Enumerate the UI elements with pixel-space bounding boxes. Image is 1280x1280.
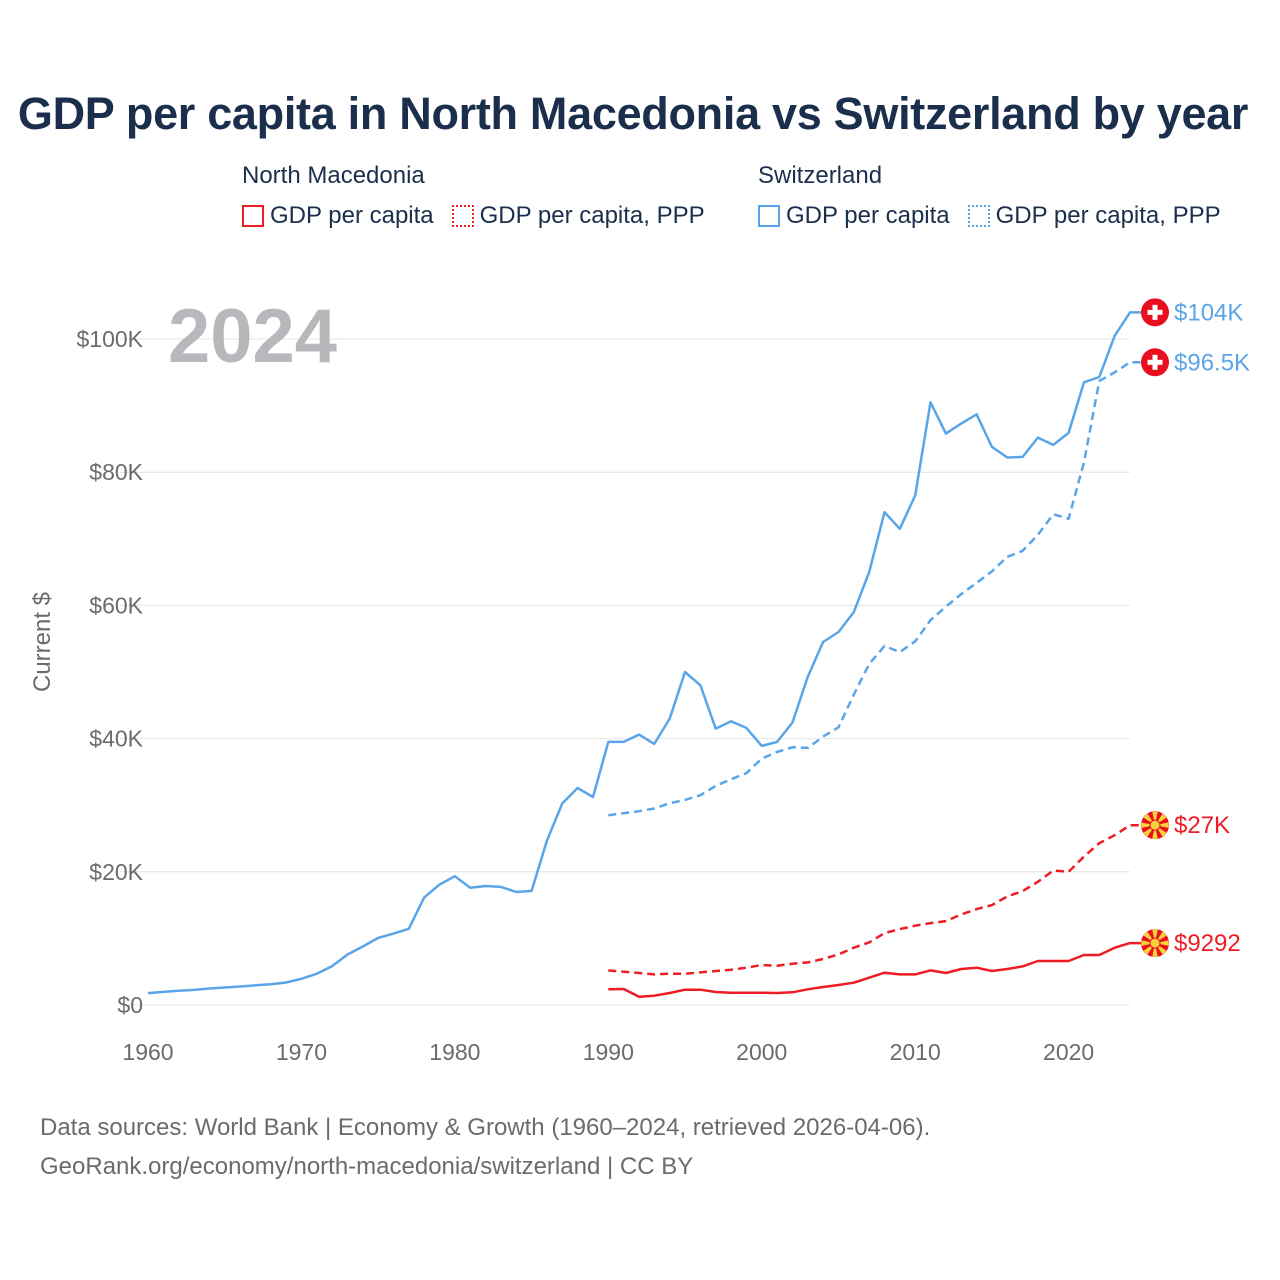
data-sources-text: Data sources: World Bank | Economy & Gro… — [40, 1114, 931, 1141]
legend-item-mk-ppp[interactable]: GDP per capita, PPP — [451, 202, 705, 230]
x-tick-label: 1970 — [276, 1039, 327, 1065]
legend-group-north-macedonia: North Macedonia GDP per capita GDP per c… — [242, 162, 705, 230]
end-value-label: $104K — [1174, 299, 1243, 326]
y-tick-label: $40K — [89, 726, 143, 752]
x-tick-label: 1980 — [429, 1039, 480, 1065]
x-axis-ticks: 1960 1970 1980 1990 2000 2010 2020 — [122, 1039, 1094, 1065]
switzerland-flag-icon — [1141, 348, 1169, 377]
x-tick-label: 1960 — [122, 1039, 173, 1065]
x-tick-label: 2000 — [736, 1039, 787, 1065]
end-value-label: $96.5K — [1174, 349, 1250, 376]
y-axis-label: Current $ — [29, 592, 56, 692]
dotted-swatch-icon — [967, 205, 990, 227]
series-line-switzerland-gdp-per-capita — [147, 311, 1142, 995]
series-line-switzerland-gdp-per-capita-ppp — [608, 361, 1142, 817]
north-macedonia-flag-icon — [1141, 929, 1169, 958]
legend-group-switzerland: Switzerland GDP per capita GDP per capit… — [758, 162, 1221, 230]
solid-swatch-icon — [242, 205, 264, 227]
legend-label: GDP per capita — [270, 202, 434, 229]
dotted-swatch-icon — [451, 205, 474, 227]
series-line-north-macedonia-gdp-per-capita-ppp — [608, 823, 1142, 976]
legend-label: GDP per capita — [786, 202, 950, 229]
y-tick-label: $80K — [89, 459, 143, 485]
legend-label: GDP per capita, PPP — [995, 202, 1221, 229]
chart-title: GDP per capita in North Macedonia vs Swi… — [17, 88, 1249, 139]
y-tick-label: $60K — [89, 592, 143, 618]
footer: Data sources: World Bank | Economy & Gro… — [40, 1108, 930, 1186]
year-display: 2024 — [168, 294, 337, 379]
gridlines — [120, 338, 1130, 1006]
y-tick-label: $100K — [76, 326, 143, 352]
legend-group-title: North Macedonia — [242, 162, 425, 189]
legend-item-ch-gdp[interactable]: GDP per capita — [758, 202, 950, 230]
solid-swatch-icon — [758, 205, 780, 227]
switzerland-flag-icon — [1141, 298, 1169, 327]
legend-item-ch-ppp[interactable]: GDP per capita, PPP — [967, 202, 1221, 230]
series-lines — [147, 311, 1142, 998]
y-tick-label: $0 — [117, 992, 143, 1018]
x-tick-label: 2020 — [1043, 1039, 1094, 1065]
legend-label: GDP per capita, PPP — [479, 202, 705, 229]
north-macedonia-flag-icon — [1141, 811, 1169, 840]
legend-item-mk-gdp[interactable]: GDP per capita — [242, 202, 434, 230]
y-axis-ticks: $0 $20K $40K $60K $80K $100K — [76, 326, 143, 1018]
series-line-north-macedonia-gdp-per-capita — [608, 941, 1142, 998]
x-tick-label: 1990 — [583, 1039, 634, 1065]
end-value-label: $27K — [1174, 812, 1230, 839]
end-markers: $104K $96.5K $27K $9292 — [1141, 298, 1250, 958]
end-value-label: $9292 — [1174, 930, 1241, 957]
source-link[interactable]: GeoRank.org/economy/north-macedonia/swit… — [40, 1153, 694, 1180]
y-tick-label: $20K — [89, 859, 143, 885]
x-tick-label: 2010 — [890, 1039, 941, 1065]
legend-group-title: Switzerland — [758, 162, 883, 189]
